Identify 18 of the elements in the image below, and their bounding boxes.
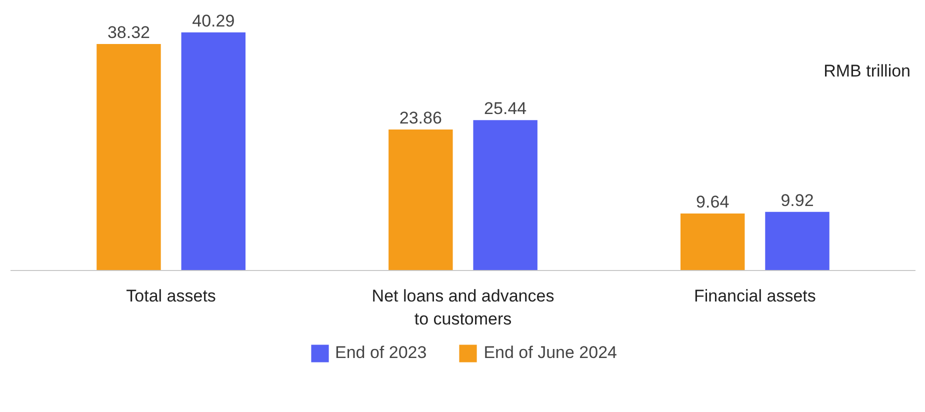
data-label: 9.92 (780, 190, 814, 210)
bar (765, 212, 830, 270)
legend-label: End of June 2024 (484, 343, 617, 363)
bar (96, 44, 161, 270)
bar (680, 214, 745, 270)
data-label: 38.32 (107, 22, 150, 42)
data-label: 9.64 (696, 192, 730, 212)
annotation: RMB trillion (824, 62, 911, 80)
data-label: 40.29 (192, 11, 235, 30)
bar (473, 120, 538, 270)
legend-label: End of 2023 (335, 343, 427, 363)
bar (181, 32, 246, 270)
x-tick-label: Financial assets (694, 286, 816, 306)
data-label: 25.44 (484, 99, 527, 118)
x-tick-label: Net loans and advances to customers (372, 286, 554, 328)
bar (388, 129, 453, 270)
data-label: 23.86 (399, 108, 442, 128)
x-tick-label: Total assets (126, 286, 216, 306)
